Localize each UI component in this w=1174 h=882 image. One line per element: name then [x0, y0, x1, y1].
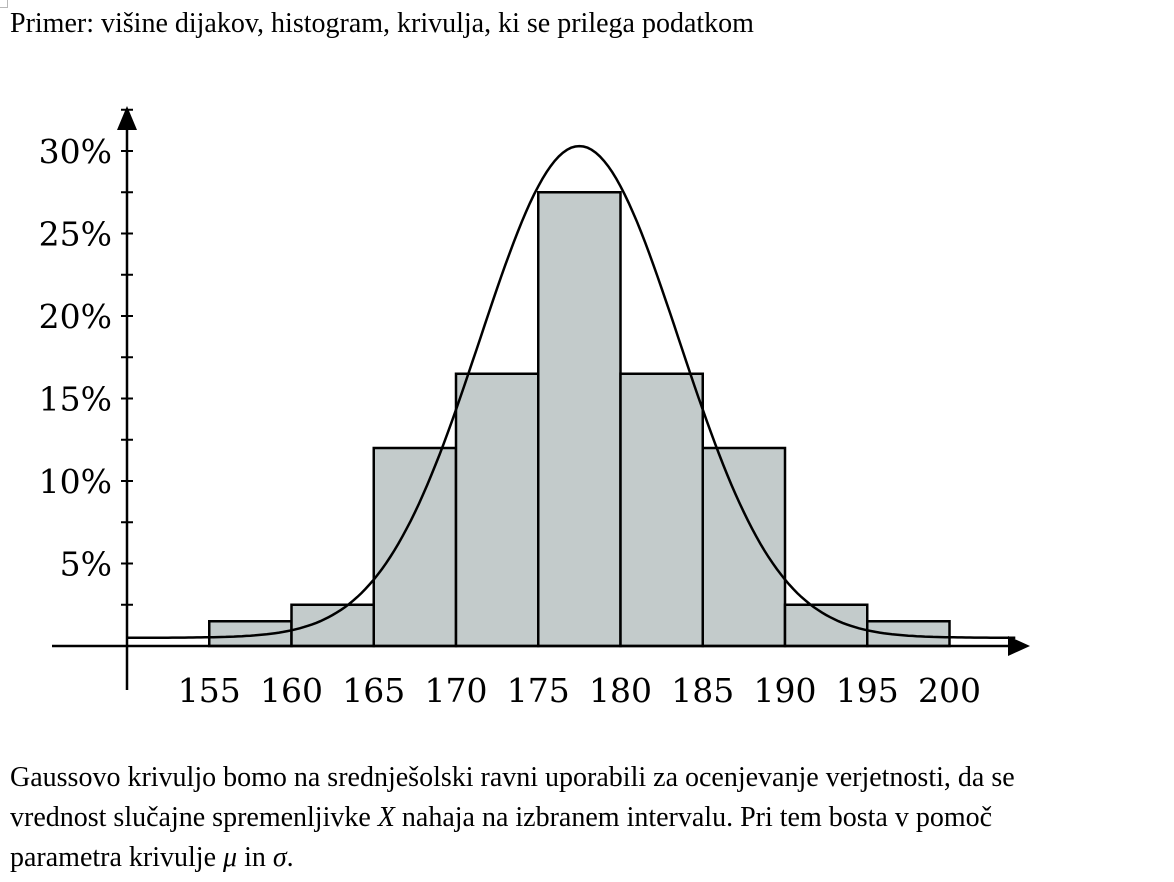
x-tick-label: 155 [178, 671, 241, 710]
x-tick-label: 190 [754, 671, 817, 710]
histogram-chart: 5% 10% 15% 20% 25% 30% 155 160 165 170 175 180 185 19… [39, 106, 1030, 710]
histogram-bar [537, 191, 622, 648]
y-tick-label: 20% [39, 297, 112, 336]
histogram-bar [372, 446, 458, 648]
bars-layer [208, 191, 951, 648]
y-tick-label: 30% [39, 132, 112, 171]
explanation-paragraph: Gaussovo krivuljo bomo na srednješolski … [10, 758, 1170, 878]
y-axis-arrow [117, 106, 137, 130]
x-tick-label: 200 [918, 671, 981, 710]
histogram-bar [701, 446, 787, 648]
paragraph-line-1: Gaussovo krivuljo bomo na srednješolski … [10, 762, 1015, 793]
page-title: Primer: višine dijakov, histogram, krivu… [10, 8, 754, 39]
paragraph-line-2: vrednost slučajne spremenljivke X nahaja… [10, 798, 1170, 838]
paragraph-text: nahaja na izbranem intervalu. Pri tem bo… [394, 802, 993, 833]
histogram-bar [783, 603, 869, 648]
paragraph-text: vrednost slučajne spremenljivke [10, 802, 378, 833]
page-corner-mark [0, 0, 8, 8]
axes-layer [52, 106, 1030, 690]
y-tick-label: 15% [39, 380, 112, 419]
normal-curve [127, 144, 1016, 639]
x-tick-label: 185 [671, 671, 734, 710]
x-tick-label: 165 [342, 671, 405, 710]
x-axis-arrow [1008, 636, 1030, 656]
y-tick-label: 10% [39, 462, 112, 501]
symbol-sigma: σ [272, 842, 287, 873]
symbol-mu: μ [223, 842, 238, 873]
y-tick-label: 25% [39, 215, 112, 254]
x-tick-label: 175 [507, 671, 570, 710]
x-tick-label: 195 [836, 671, 899, 710]
y-tick-label: 5% [60, 545, 112, 584]
paragraph-text: in [237, 842, 273, 873]
histogram-bar [619, 372, 704, 648]
x-tick-label: 170 [425, 671, 488, 710]
paragraph-text: . [286, 842, 294, 873]
variable-x: X [377, 802, 395, 833]
paragraph-line-3: parametra krivulje μ in σ. [10, 838, 1170, 878]
histogram-bar [454, 372, 540, 648]
tick-labels-layer: 5% 10% 15% 20% 25% 30% 155 160 165 170 175 180 185 19… [39, 132, 981, 710]
paragraph-text: parametra krivulje [10, 842, 224, 873]
histogram-bar [290, 603, 375, 648]
x-tick-label: 180 [589, 671, 652, 710]
x-tick-label: 160 [260, 671, 323, 710]
